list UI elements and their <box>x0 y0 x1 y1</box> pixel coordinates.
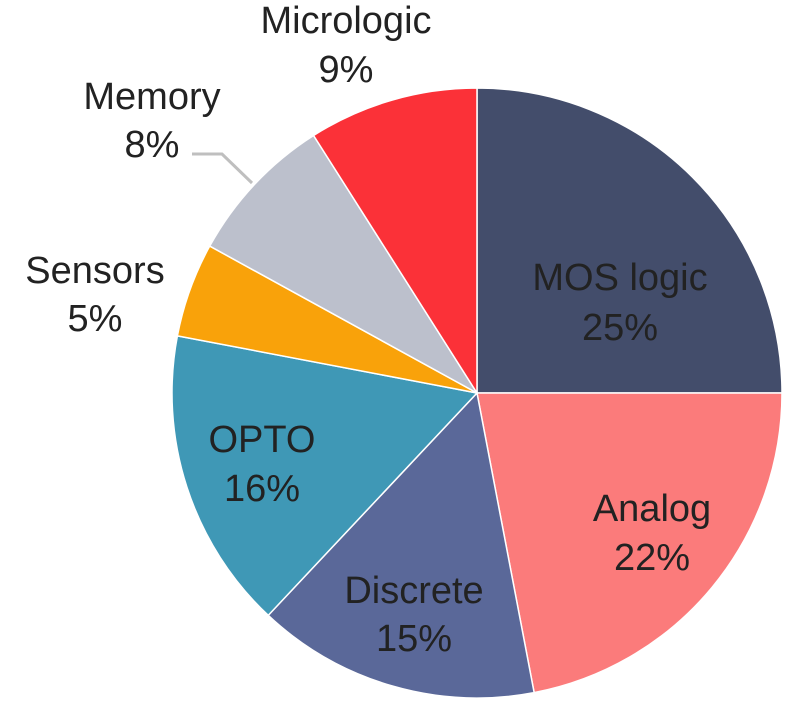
label-discrete-name: Discrete <box>344 570 483 612</box>
slice-analog <box>476 392 783 694</box>
label-micrologic-pct: 9% <box>319 49 374 91</box>
slice-opto <box>171 334 479 617</box>
label-analog-name: Analog <box>593 488 711 530</box>
slice-memory <box>208 134 478 394</box>
memory-leader-line <box>192 152 254 185</box>
label-mos-logic-name: MOS logic <box>532 257 707 299</box>
label-discrete-pct: 15% <box>376 618 452 660</box>
label-opto-pct: 16% <box>224 468 300 510</box>
label-opto-name: OPTO <box>209 419 316 461</box>
label-micrologic-name: Micrologic <box>260 0 431 42</box>
slice-discrete <box>267 391 536 699</box>
slice-mos-logic <box>476 87 783 394</box>
pie-slices <box>171 87 783 699</box>
label-memory-pct: 8% <box>125 124 180 166</box>
label-analog-pct: 22% <box>614 537 690 579</box>
label-mos-logic-pct: 25% <box>582 307 658 349</box>
label-sensors-name: Sensors <box>25 250 164 292</box>
label-sensors-pct: 5% <box>68 298 123 340</box>
label-memory-name: Memory <box>83 76 220 118</box>
slice-micrologic <box>312 87 478 396</box>
